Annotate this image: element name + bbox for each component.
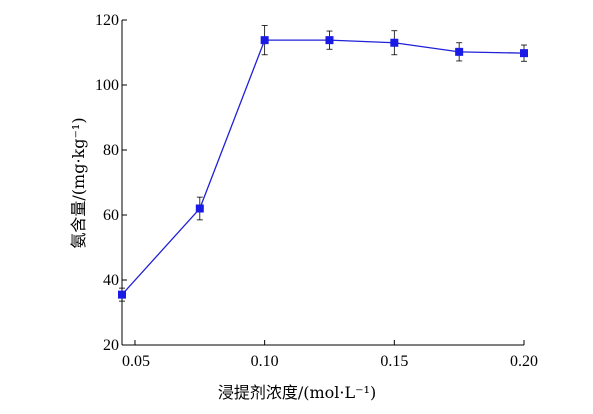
data-point — [195, 204, 204, 213]
y-axis-ticks: 20 40 60 80 100 120 — [95, 12, 127, 354]
data-point — [118, 290, 126, 299]
y-tick-label: 80 — [103, 142, 119, 159]
x-axis-ticks: 0.05 0.10 0.15 0.20 — [122, 340, 538, 370]
y-tick-label: 100 — [95, 77, 119, 94]
plot-area — [118, 25, 528, 302]
series-line — [121, 39, 525, 296]
x-axis-title: 浸提剂浓度/(mol·L⁻¹) — [218, 383, 376, 402]
data-point — [390, 38, 399, 47]
x-tick-label: 0.15 — [380, 353, 408, 370]
y-tick-label: 20 — [103, 337, 119, 354]
data-point — [325, 36, 334, 45]
y-tick-label: 40 — [103, 272, 119, 289]
y-tick-label: 60 — [103, 207, 119, 224]
data-point — [455, 47, 464, 56]
data-point — [520, 49, 528, 58]
y-tick-label: 120 — [95, 12, 119, 29]
data-point — [260, 36, 269, 45]
y-axis-title: 氨含量/(mg·kg⁻¹) — [69, 117, 88, 248]
x-tick-label: 0.20 — [510, 353, 538, 370]
axes — [121, 20, 524, 346]
x-tick-label: 0.05 — [122, 353, 150, 370]
x-tick-label: 0.10 — [251, 353, 279, 370]
